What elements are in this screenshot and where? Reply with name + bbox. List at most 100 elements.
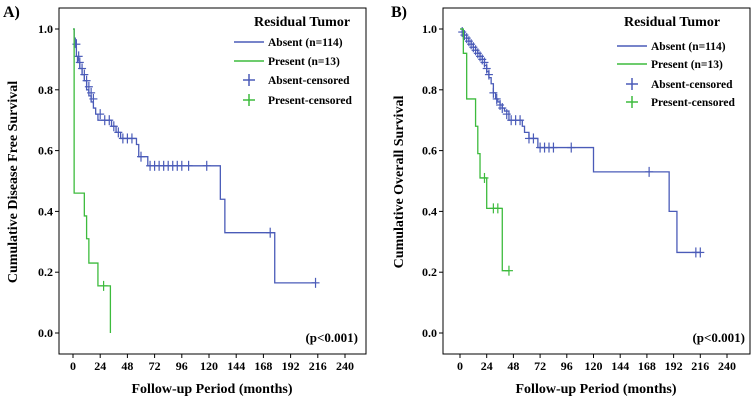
panel-b-legend-absent-censored: Absent-censored [651, 79, 733, 91]
panel-b-x-tick-label: 240 [718, 359, 736, 373]
panel-b-x-tick-label: 120 [585, 359, 603, 373]
panel-b-x-axis-title: Follow-up Period (months) [516, 382, 677, 397]
panel-b-absent-censor-mark [480, 57, 489, 68]
panel-a-x-axis-title: Follow-up Period (months) [132, 382, 293, 397]
panel-a-y-tick-label: 0.8 [38, 83, 53, 97]
panel-b-plot-frame [442, 7, 751, 355]
panel-a-absent-censor-mark [114, 127, 123, 138]
panel-b-y-tick-label: 1.0 [422, 22, 437, 36]
panel-b-absent-censor-mark [482, 63, 491, 74]
panel-a-x-tick-label: 24 [94, 359, 106, 373]
panel-a-absent-censor-mark [184, 160, 193, 171]
panel-b-absent-censor-mark [492, 93, 501, 104]
panel-b-y-ticks: 0.0 0.2 0.4 0.6 0.8 1.0 [422, 22, 443, 340]
panel-b-absent-censor-mark [498, 103, 507, 114]
panel-b-label: B) [391, 4, 407, 21]
panel-b-x-ticks: 0 24 48 72 96 120 144 168 192 216 240 [457, 354, 736, 373]
panel-b-p-value: (p<0.001) [692, 330, 745, 345]
panel-a-y-axis-title: Cumulative Disease Free Survival [6, 81, 21, 283]
panel-a-absent-censor-mark [84, 81, 93, 92]
panel-a-x-tick-label: 168 [254, 359, 272, 373]
panel-b-x-tick-label: 96 [561, 359, 573, 373]
panel-a-series [72, 28, 320, 333]
panel-b-y-tick-label: 0.2 [422, 265, 437, 279]
panel-a-absent-censor-mark [311, 277, 320, 288]
panel-b-y-tick-label: 0.8 [422, 83, 437, 97]
panel-a-legend-absent-censored: Absent-censored [268, 75, 350, 87]
panel-b-present-censor-mark [493, 203, 502, 214]
panel-b-x-tick-label: 168 [638, 359, 656, 373]
panel-a-absent-censor-mark [202, 160, 211, 171]
panel-a-absent-censor-mark [87, 87, 96, 98]
panel-a-absent-censor-mark [109, 121, 118, 132]
panel-a-x-tick-label: 216 [309, 359, 327, 373]
panel-b-legend-title: Residual Tumor [624, 15, 720, 30]
panel-b-series [458, 27, 705, 276]
panel-a-x-tick-label: 72 [149, 359, 161, 373]
panel-a-legend-present: Present (n=13) [268, 56, 340, 68]
panel-a-y-tick-label: 0.0 [38, 326, 53, 340]
panel-a-legend-present-censored-mark [243, 94, 255, 106]
panel-a-y-tick-label: 0.4 [38, 204, 53, 218]
panel-a-x-tick-label: 240 [336, 359, 354, 373]
panel-a-absent-censor-mark [75, 57, 84, 68]
panel-a-absent-censor-mark [105, 115, 114, 126]
panel-b-x-tick-label: 24 [481, 359, 493, 373]
panel-a-absent-censor-mark [96, 109, 105, 120]
panel-b-absent-censor-mark [529, 133, 538, 144]
panel-a-legend-present-censored: Present-censored [268, 95, 352, 107]
panel-a-absent-censor-mark [177, 160, 186, 171]
panel-a-y-tick-label: 1.0 [38, 22, 53, 36]
panel-b-legend-present: Present (n=13) [651, 59, 723, 71]
panel-a-y-tick-label: 0.6 [38, 144, 53, 158]
panel-b-y-axis-title: Cumulative Overall Survival [392, 96, 407, 269]
panel-a-legend-absent-censored-mark [243, 74, 255, 86]
panel-b-x-tick-label: 216 [691, 359, 709, 373]
panel-b-x-tick-label: 72 [534, 359, 546, 373]
panel-b-absent-censor-mark [567, 142, 576, 153]
panel-b-x-tick-label: 192 [665, 359, 683, 373]
panel-a-x-tick-label: 96 [176, 359, 188, 373]
panel-a-absent-censor-mark [74, 51, 83, 62]
panel-a-label: A) [3, 4, 20, 21]
panel-b-absent-censor-mark [696, 247, 705, 258]
panel-b-absent-censor-mark [516, 115, 525, 126]
panel-b-x-tick-label: 144 [611, 359, 629, 373]
panel-a-chart: A) 0 24 48 72 96 120 144 168 192 216 240 0.0 0.2 0.4… [3, 4, 367, 397]
panel-b-absent-censor-mark [502, 109, 511, 120]
panel-a-absent-censor-mark [127, 133, 136, 144]
panel-b-absent-censor-mark [645, 166, 654, 177]
panel-a-x-tick-label: 48 [121, 359, 133, 373]
panel-b-legend: Residual Tumor Absent (n=114) Present (n… [617, 15, 735, 109]
panel-b-legend-absent: Absent (n=114) [651, 41, 726, 53]
panel-a-legend-title: Residual Tumor [254, 15, 350, 30]
panel-b-x-tick-label: 48 [507, 359, 519, 373]
panel-a-legend: Residual Tumor Absent (n=114) Present (n… [234, 15, 352, 107]
panel-b-absent-censor-mark [549, 142, 558, 153]
panel-b-legend-present-censored: Present-censored [651, 97, 735, 109]
panel-a-x-tick-label: 192 [282, 359, 300, 373]
panel-a-absent-censor-mark [266, 227, 275, 238]
panel-b-chart: B) 0 24 48 72 96 120 144 168 192 216 240 0.0 0.2 0.4… [391, 4, 751, 397]
panel-b-legend-present-censored-mark [626, 96, 638, 108]
panel-a-plot-frame [58, 7, 367, 355]
panel-a-y-tick-label: 0.2 [38, 265, 53, 279]
panel-b-y-tick-label: 0.4 [422, 204, 437, 218]
panel-a-present-curve [73, 28, 112, 333]
panel-a-y-ticks: 0.0 0.2 0.4 0.6 0.8 1.0 [38, 22, 59, 340]
panel-b-present-censor-mark [480, 172, 489, 183]
panel-a-present-censor-mark [99, 280, 108, 291]
panel-a-absent-censor-mark [80, 69, 89, 80]
panel-b-absent-censor-mark [484, 69, 493, 80]
panel-b-present-censor-mark [504, 265, 513, 276]
panel-b-legend-absent-censored-mark [626, 78, 638, 90]
panel-a-x-tick-label: 120 [200, 359, 218, 373]
panel-b-y-tick-label: 0.6 [422, 144, 437, 158]
panel-a-absent-censor-mark [137, 151, 145, 162]
panel-a-x-tick-label: 0 [70, 359, 76, 373]
panel-a-legend-absent: Absent (n=114) [268, 37, 343, 49]
panel-a-x-ticks: 0 24 48 72 96 120 144 168 192 216 240 [70, 354, 354, 373]
panel-a-absent-censor-mark [78, 63, 87, 74]
panel-b-y-tick-label: 0.0 [422, 326, 437, 340]
